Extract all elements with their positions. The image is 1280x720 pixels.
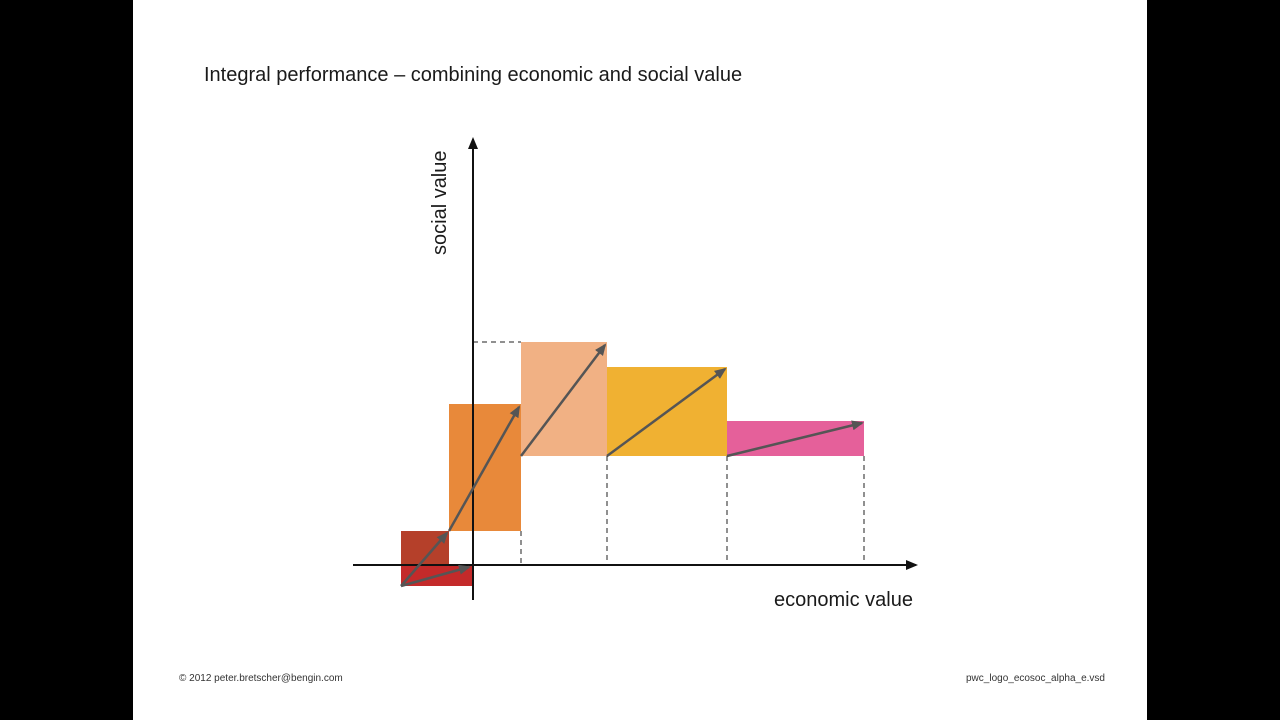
vector-2 (447, 405, 521, 532)
vector-1 (400, 564, 471, 588)
slide: Integral performance – combining economi… (133, 0, 1147, 720)
vector-3 (520, 343, 607, 457)
footer-filename: pwc_logo_ecosoc_alpha_e.vsd (966, 673, 1105, 684)
x-axis-label: economic value (774, 589, 913, 611)
vector-4 (606, 367, 727, 458)
vector-1b (400, 531, 449, 587)
y-axis-label: social value (429, 150, 451, 255)
value-vectors (400, 343, 864, 588)
slide-title: Integral performance – combining economi… (204, 64, 743, 86)
dashed-guides (473, 341, 865, 565)
vector-5 (726, 420, 864, 458)
footer-copyright: © 2012 peter.bretscher@bengin.com (179, 673, 343, 684)
value-diagram: economic value social value (353, 137, 918, 611)
